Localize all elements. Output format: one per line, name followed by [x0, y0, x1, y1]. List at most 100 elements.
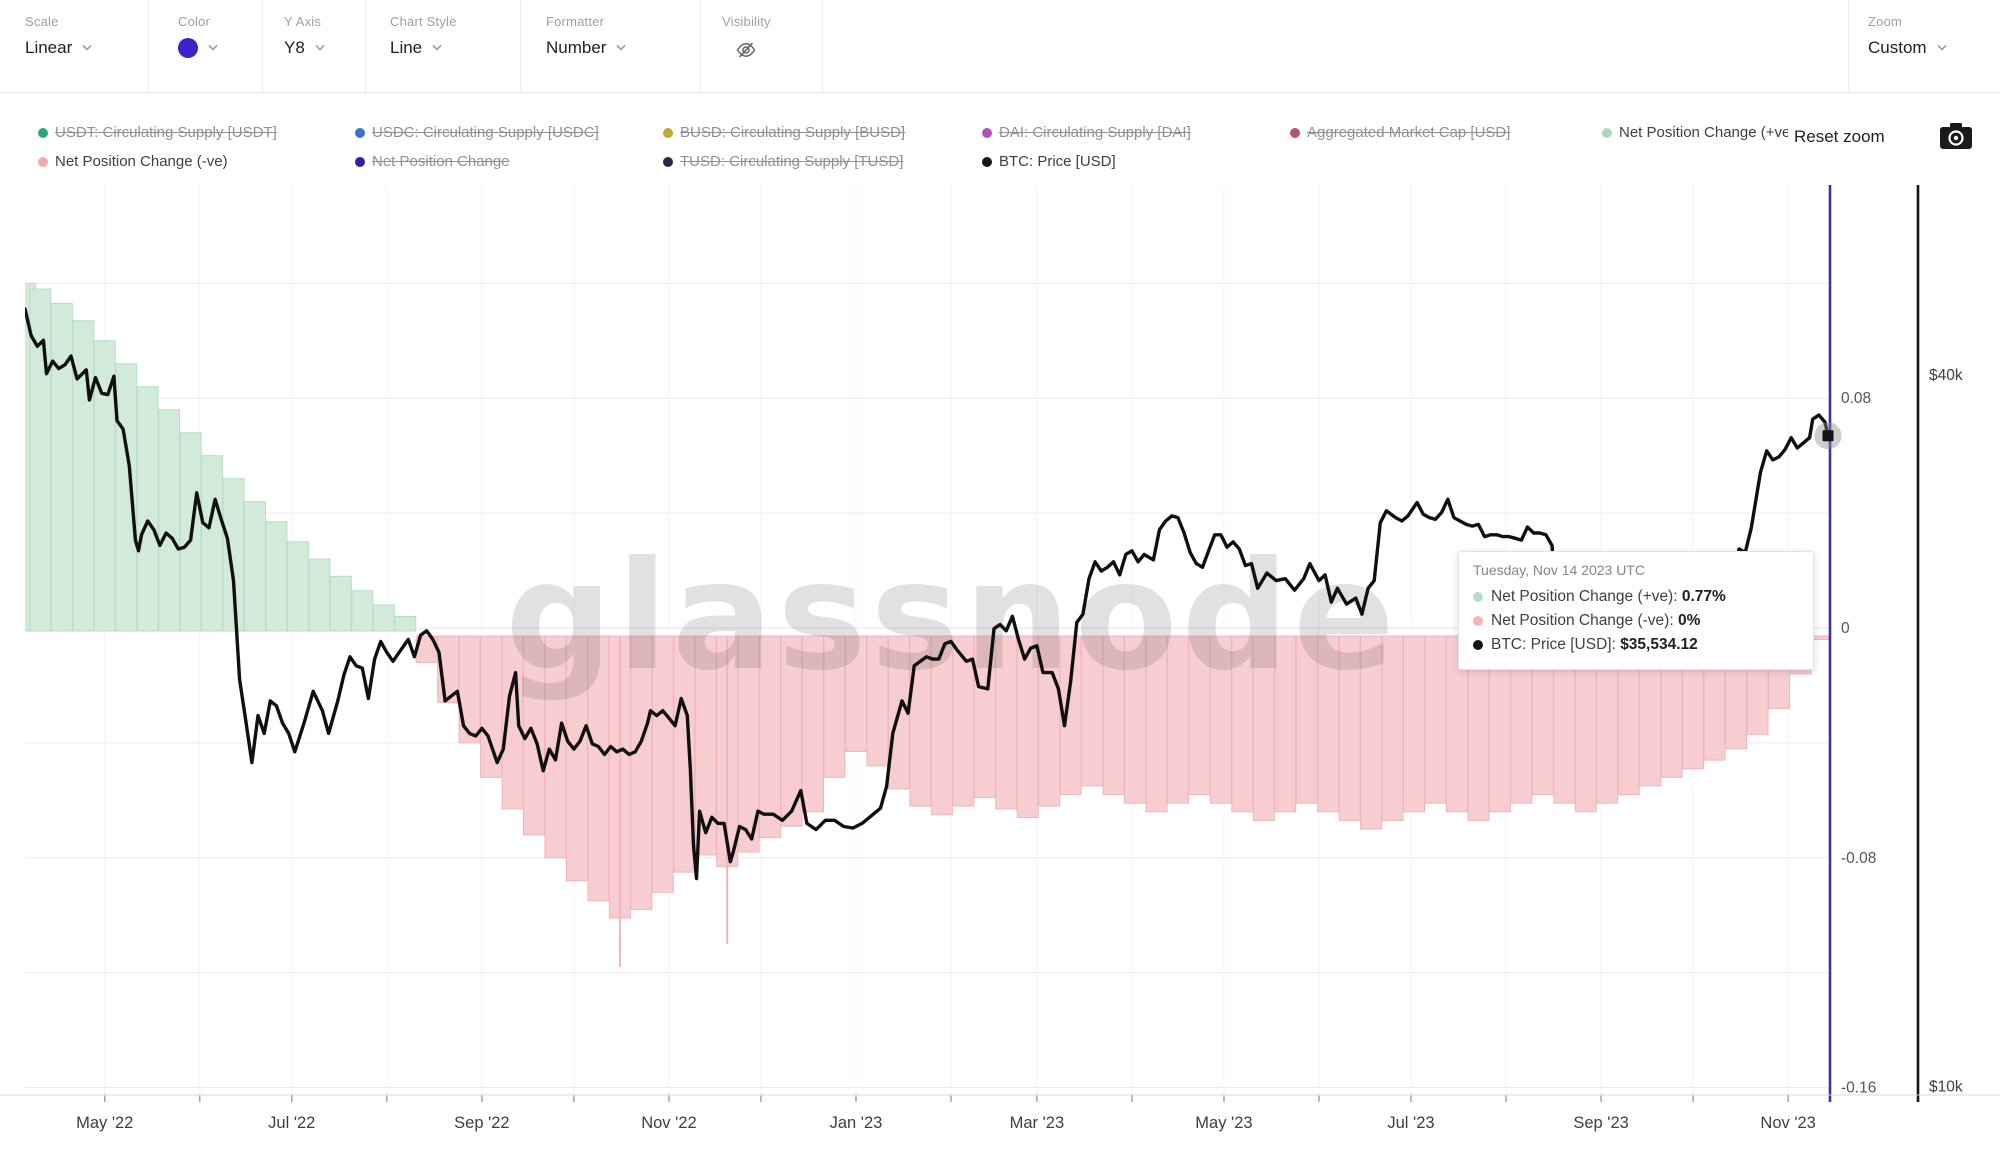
hover-tooltip: Tuesday, Nov 14 2023 UTC Net Position Ch…	[1458, 551, 1814, 670]
npc-positive-bar	[158, 409, 181, 632]
y8-tick-label: -0.08	[1841, 850, 1876, 867]
zoom-dropdown[interactable]: Zoom Custom	[1868, 14, 1948, 58]
zoom-label: Zoom	[1868, 14, 1903, 29]
legend-item-label: BUSD: Circulating Supply [BUSD]	[680, 124, 906, 141]
legend-dot-icon	[663, 156, 673, 167]
legend-item[interactable]: TUSD: Circulating Supply [TUSD]	[663, 153, 903, 170]
toolbar-divider	[700, 0, 701, 92]
chart-toolbar: Scale Linear Color Y Axis Y8 Chart Style…	[0, 0, 2000, 93]
y8-tick-label: 0.08	[1841, 390, 1871, 407]
x-axis-label: Nov '22	[641, 1114, 696, 1132]
npc-positive-bar	[308, 558, 331, 632]
legend-item-label: BTC: Price [USD]	[999, 153, 1116, 170]
zoom-value: Custom	[1868, 38, 1927, 57]
npc-negative-bar	[1403, 635, 1426, 813]
tooltip-row: Net Position Change (+ve): 0.77%	[1473, 585, 1799, 609]
formatter-dropdown[interactable]: Formatter Number	[546, 14, 627, 58]
legend-item[interactable]: Net Position Change (+ve)	[1602, 124, 1795, 141]
legend-item[interactable]: BTC: Price [USD]	[982, 153, 1116, 170]
x-axis-label: Sep '23	[1573, 1114, 1628, 1132]
npc-positive-bar	[243, 501, 266, 632]
series-color-swatch	[178, 38, 198, 58]
legend-item-label: Net Position Change	[372, 153, 510, 170]
legend-item-label: TUSD: Circulating Supply [TUSD]	[680, 153, 904, 170]
glassnode-watermark: glassnode	[505, 530, 1399, 704]
x-axis-label: May '22	[76, 1114, 133, 1132]
legend-item-label: Net Position Change (+ve)	[1619, 124, 1796, 141]
y8-tick-label: -0.16	[1841, 1080, 1876, 1097]
chevron-down-icon	[615, 44, 627, 52]
chevron-down-icon	[81, 44, 93, 52]
toolbar-divider	[822, 0, 823, 92]
y-axis-dropdown[interactable]: Y Axis Y8	[284, 14, 326, 58]
legend-item-label: USDC: Circulating Supply [USDC]	[372, 124, 599, 141]
legend-item[interactable]: USDT: Circulating Supply [USDT]	[38, 124, 277, 141]
legend-item[interactable]: DAI: Circulating Supply [DAI]	[982, 124, 1191, 141]
y-axis-value: Y8	[284, 38, 305, 57]
btc-price-line	[25, 307, 1830, 881]
x-axis-label: Sep '22	[454, 1114, 509, 1132]
x-axis-label: May '23	[1195, 1114, 1252, 1132]
npc-positive-bar	[329, 575, 352, 632]
npc-positive-bar	[351, 590, 374, 632]
legend-item[interactable]: USDC: Circulating Supply [USDC]	[355, 124, 599, 141]
visibility-toggle[interactable]: Visibility	[722, 14, 771, 67]
npc-positive-bar	[136, 386, 159, 632]
npc-positive-bar	[286, 541, 309, 632]
toolbar-divider	[365, 0, 366, 92]
legend-item[interactable]: BUSD: Circulating Supply [BUSD]	[663, 124, 905, 141]
legend-item[interactable]: Net Position Change	[355, 153, 510, 170]
legend-item[interactable]: Aggregated Market Cap [USD]	[1290, 124, 1510, 141]
chevron-down-icon	[431, 44, 443, 52]
npc-positive-bar	[72, 320, 95, 632]
chevron-down-icon	[207, 44, 219, 52]
x-axis-label: Mar '23	[1010, 1114, 1065, 1132]
legend-item-label: DAI: Circulating Supply [DAI]	[999, 124, 1191, 141]
reset-zoom-button[interactable]: Reset zoom	[1788, 118, 1906, 156]
tooltip-dot-icon	[1473, 592, 1483, 602]
price-tick-label: $10k	[1929, 1079, 1963, 1096]
legend-dot-icon	[982, 127, 992, 138]
toolbar-divider	[148, 0, 149, 92]
tooltip-date: Tuesday, Nov 14 2023 UTC	[1473, 562, 1645, 578]
chevron-down-icon	[314, 44, 326, 52]
x-axis-label: Jul '22	[268, 1114, 315, 1132]
legend-item[interactable]: Net Position Change (-ve)	[38, 153, 228, 170]
scale-value: Linear	[25, 38, 73, 57]
legend-dot-icon	[38, 127, 48, 138]
formatter-label: Formatter	[546, 14, 605, 29]
chevron-down-icon	[1936, 44, 1948, 52]
legend-dot-icon	[355, 127, 365, 138]
y8-tick-label: 0	[1841, 620, 1850, 637]
tooltip-dot-icon	[1473, 616, 1483, 626]
color-label: Color	[178, 14, 211, 29]
screenshot-camera-button[interactable]	[1934, 120, 1978, 154]
eye-off-icon	[733, 38, 759, 67]
scale-dropdown[interactable]: Scale Linear	[25, 14, 93, 58]
toolbar-divider	[1848, 0, 1849, 92]
chart-style-label: Chart Style	[390, 14, 457, 29]
tooltip-row: Net Position Change (-ve): 0%	[1473, 609, 1799, 633]
npc-positive-bar	[372, 604, 395, 632]
npc-positive-bar	[201, 455, 224, 632]
legend-dot-icon	[982, 156, 992, 167]
npc-negative-bar	[1424, 635, 1447, 804]
legend-dot-icon	[38, 156, 48, 167]
tooltip-row: BTC: Price [USD]: $35,534.12	[1473, 633, 1799, 657]
legend-dot-icon	[1290, 127, 1300, 138]
formatter-value: Number	[546, 38, 607, 57]
price-tick-label: $40k	[1929, 367, 1963, 384]
x-axis-label: Jul '23	[1387, 1114, 1434, 1132]
visibility-label: Visibility	[722, 14, 771, 29]
x-axis-label: Jan '23	[830, 1114, 883, 1132]
npc-positive-bar	[394, 616, 417, 632]
series-legend: USDT: Circulating Supply [USDT] USDC: Cir…	[0, 112, 2000, 184]
chart-style-dropdown[interactable]: Chart Style Line	[390, 14, 457, 58]
legend-dot-icon	[355, 156, 365, 167]
tooltip-dot-icon	[1473, 640, 1483, 650]
color-dropdown[interactable]: Color	[178, 14, 219, 58]
legend-item-label: Net Position Change (-ve)	[55, 153, 228, 170]
toolbar-divider	[262, 0, 263, 92]
